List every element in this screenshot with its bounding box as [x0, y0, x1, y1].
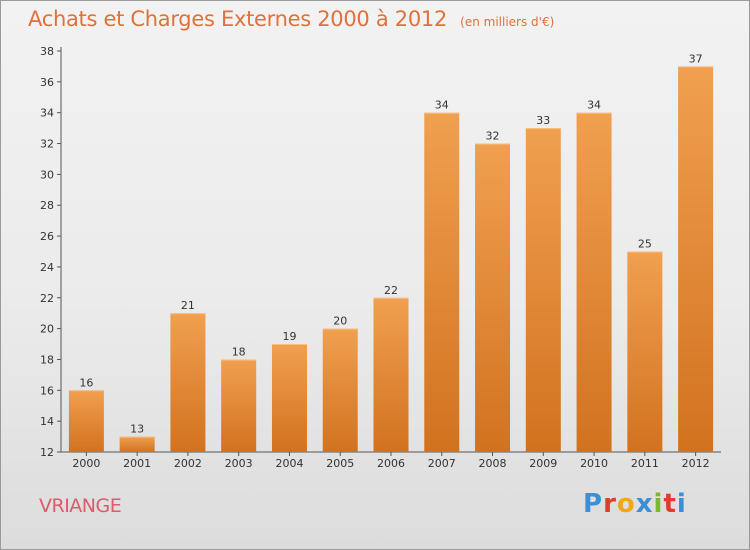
proxiti-logo: Proxiti	[583, 489, 687, 519]
x-tick-label: 2001	[123, 457, 151, 470]
bar-value-label: 21	[181, 299, 195, 312]
y-tick-label: 30	[40, 168, 54, 181]
bar	[170, 313, 206, 452]
logo-letter: i	[676, 489, 687, 519]
x-tick-label: 2007	[428, 457, 456, 470]
bar	[68, 390, 104, 452]
x-tick-label: 2004	[275, 457, 303, 470]
y-tick-label: 22	[40, 292, 54, 305]
bar-value-label: 22	[384, 284, 398, 297]
bar-value-label: 32	[486, 130, 500, 143]
bar	[373, 297, 409, 452]
chart-axes: 12 14 16 18 20 22 24 26 28 30 32 34 36 38 2000 2001 2002…	[40, 45, 721, 470]
x-tick-label: 2010	[580, 457, 608, 470]
logo-letter: x	[635, 489, 654, 519]
y-tick-label: 12	[40, 446, 54, 459]
y-tick-label: 24	[40, 261, 54, 274]
logo-letter: P	[583, 489, 604, 519]
bar-value-label: 20	[333, 315, 347, 328]
bar-value-label: 34	[587, 99, 601, 112]
x-tick-label: 2005	[326, 457, 354, 470]
bar	[678, 66, 714, 452]
y-tick-label: 38	[40, 45, 54, 58]
x-tick-label: 2008	[479, 457, 507, 470]
bar	[475, 143, 511, 453]
logo-letter: r	[603, 489, 617, 519]
title-row: Achats et Charges Externes 2000 à 2012 (…	[28, 7, 554, 31]
y-tick-label: 18	[40, 353, 54, 366]
bar	[627, 251, 663, 452]
bar	[424, 112, 460, 452]
bar-value-label: 16	[79, 376, 93, 389]
logo-letter: o	[616, 489, 636, 519]
bar	[322, 328, 358, 452]
x-tick-label: 2012	[682, 457, 710, 470]
y-tick-label: 36	[40, 76, 54, 89]
y-tick-label: 14	[40, 415, 54, 428]
x-tick-label: 2000	[72, 457, 100, 470]
x-tick-label: 2011	[631, 457, 659, 470]
x-tick-label: 2003	[225, 457, 253, 470]
bar	[576, 112, 612, 452]
x-tick-label: 2006	[377, 457, 405, 470]
y-tick-label: 32	[40, 138, 54, 151]
bar-value-label: 18	[232, 345, 246, 358]
bar-value-label: 33	[536, 114, 550, 127]
bar-value-label: 25	[638, 238, 652, 251]
y-tick-label: 26	[40, 230, 54, 243]
bar-value-label: 37	[689, 52, 703, 65]
x-tick-label: 2002	[174, 457, 202, 470]
bar-value-label: 19	[282, 330, 296, 343]
bar	[525, 128, 561, 452]
chart-title: Achats et Charges Externes 2000 à 2012	[28, 7, 448, 31]
chart-unit-note: (en milliers d'€)	[460, 15, 555, 29]
bars-group: 16 13 21 18 19 20 22 34 32 33 34 25 37	[68, 52, 714, 453]
logo-letter: t	[663, 489, 677, 519]
place-name: VRIANGE	[39, 495, 122, 517]
bar-value-label: 13	[130, 423, 144, 436]
x-tick-label: 2009	[529, 457, 557, 470]
y-tick-label: 34	[40, 107, 54, 120]
logo-letter: i	[653, 489, 664, 519]
y-tick-label: 28	[40, 199, 54, 212]
y-tick-label: 20	[40, 323, 54, 336]
bar	[221, 359, 257, 452]
y-tick-label: 16	[40, 384, 54, 397]
bar-value-label: 34	[435, 99, 449, 112]
bar	[119, 436, 155, 452]
bar	[271, 344, 307, 452]
